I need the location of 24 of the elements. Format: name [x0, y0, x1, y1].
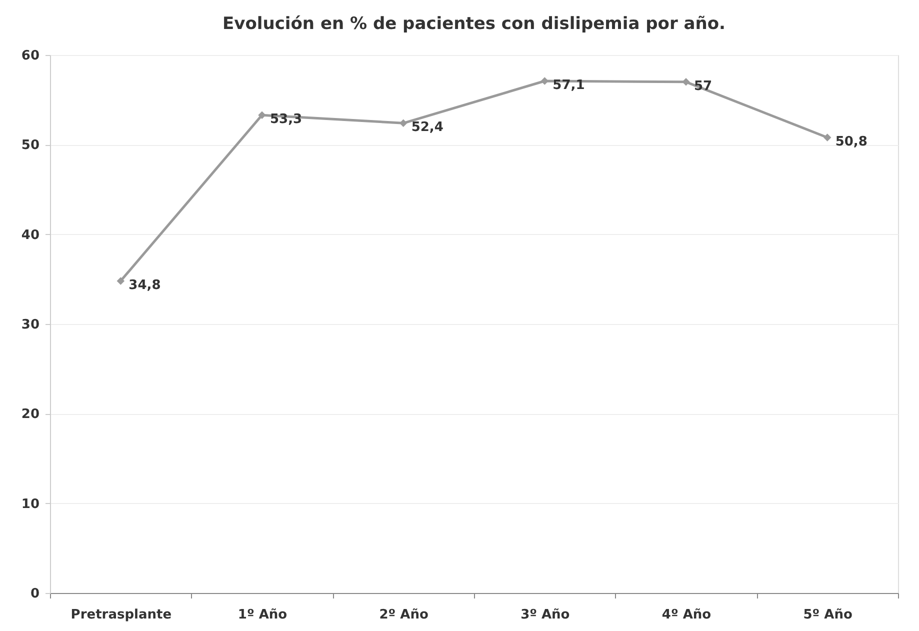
y-tick-label: 30 [21, 318, 40, 332]
y-tick-label: 10 [21, 496, 40, 512]
x-tick-label: 5º Año [803, 608, 852, 622]
y-tick-label: 60 [21, 48, 40, 64]
y-tick-label: 20 [21, 407, 40, 422]
data-label: 53,3 [270, 112, 302, 128]
point [258, 111, 266, 119]
x-tick-label: 4º Año [662, 608, 712, 622]
point [823, 134, 832, 142]
x-tick-label: 1º Año [238, 608, 288, 622]
x-tick-label: 2º Año [379, 608, 428, 622]
data-label: 50,8 [835, 134, 868, 150]
chart-title: Evolución en % de pacientes con dislipemia por año. [222, 14, 726, 34]
point [682, 78, 690, 86]
y-tick-label: 0 [30, 586, 40, 602]
data-label: 57 [694, 78, 712, 94]
data-label: 57,1 [552, 78, 585, 94]
data-label: 34,8 [128, 278, 161, 293]
x-tick-label: 3º Año [520, 608, 570, 622]
y-tick-label: 40 [21, 228, 40, 243]
point [116, 277, 125, 285]
y-tick-label: 50 [21, 138, 40, 154]
data-label: 52,4 [411, 120, 444, 136]
x-tick-label: Pretrasplante [70, 608, 172, 622]
